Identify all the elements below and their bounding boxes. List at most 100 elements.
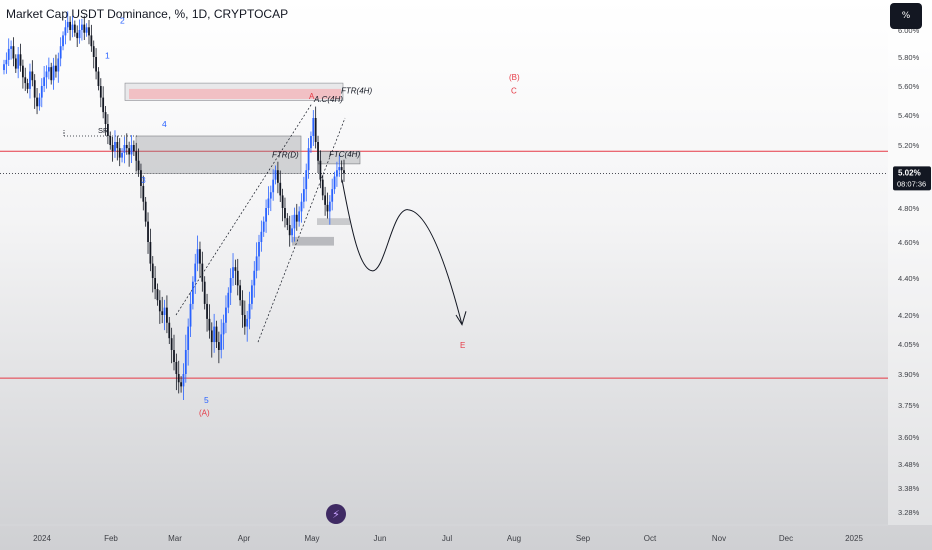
candle-body: [116, 142, 119, 149]
candle-body: [288, 225, 291, 236]
zone-label: FTC(4H): [329, 150, 360, 159]
y-tick-label: 3.48%: [898, 460, 920, 469]
x-tick-label: 2025: [845, 534, 863, 543]
candle-body: [246, 318, 249, 327]
percent-scale-button[interactable]: %: [890, 3, 922, 29]
candle-body: [128, 148, 131, 155]
candle-body: [260, 231, 263, 242]
candle-body: [225, 307, 227, 323]
chart-title: Market Cap USDT Dominance, %, 1D, CRYPTO…: [6, 7, 289, 21]
sr-line: [63, 130, 138, 137]
candle-body: [173, 350, 175, 362]
candle-body: [43, 77, 46, 86]
lightning-icon[interactable]: ⚡: [326, 504, 346, 524]
candle-body: [243, 315, 246, 327]
candle-body: [343, 170, 345, 174]
countdown-label: 08:07:36: [897, 179, 926, 188]
candle-body: [38, 97, 41, 107]
x-tick-label: Nov: [712, 534, 726, 543]
candle-body: [26, 83, 29, 89]
candle-body: [73, 24, 76, 33]
y-tick-label: 3.28%: [898, 508, 920, 517]
correction-label: (A): [199, 409, 210, 418]
candle-body: [111, 145, 114, 152]
zone-label: FTR(4H): [341, 86, 372, 95]
candle-body: [121, 152, 123, 158]
candle-body: [45, 71, 48, 78]
candle-body: [286, 218, 289, 225]
candle-body: [106, 124, 109, 136]
zone-label: A.C(4H): [313, 95, 343, 104]
candle-body: [300, 201, 303, 212]
candle-body: [265, 208, 267, 222]
x-tick-label: Aug: [507, 534, 521, 543]
candle-body: [227, 292, 230, 308]
candle-body: [114, 142, 116, 152]
candle-body: [267, 198, 270, 208]
candle-body: [210, 330, 213, 343]
candle-body: [251, 285, 253, 304]
candle-body: [118, 148, 121, 158]
candle-body: [217, 342, 220, 350]
candle-body: [279, 182, 282, 196]
candle-body: [66, 21, 69, 28]
candle-body: [291, 228, 293, 236]
candle-body: [170, 338, 173, 350]
candle-body: [331, 189, 334, 202]
x-tick-label: Apr: [238, 534, 251, 543]
last-price-label: 5.02%: [898, 168, 921, 177]
candle-body: [229, 278, 232, 293]
candle-body: [189, 303, 192, 327]
candle-body: [109, 136, 112, 145]
y-tick-label: 5.40%: [898, 111, 920, 120]
candle-body: [132, 145, 135, 152]
correction-label: A: [309, 92, 315, 101]
candle-body: [281, 195, 284, 208]
zone-label: FTR(D): [272, 151, 299, 160]
candle-body: [340, 167, 343, 171]
candle-body: [177, 374, 180, 383]
candle-body: [3, 64, 5, 71]
candle-body: [57, 58, 60, 72]
x-tick-label: May: [304, 534, 319, 543]
last-price-tag: [893, 166, 931, 191]
y-tick-label: 4.20%: [898, 311, 920, 320]
x-tick-label: Jul: [442, 534, 452, 543]
candle-body: [24, 77, 27, 84]
candle-body: [220, 334, 223, 350]
candle-body: [338, 167, 341, 171]
candle-body: [298, 211, 301, 222]
y-tick-label: 3.60%: [898, 433, 920, 442]
candle-body: [135, 151, 138, 161]
candle-body: [10, 46, 12, 49]
candle-body: [234, 267, 237, 271]
candle-body: [83, 24, 86, 33]
candle-body: [123, 145, 126, 153]
candle-body: [104, 112, 107, 124]
candle-body: [17, 54, 20, 69]
candle-body: [336, 170, 338, 177]
channel-line: [175, 103, 313, 316]
candle-body: [97, 71, 100, 86]
candle-body: [71, 24, 74, 30]
wave-label: SR: [98, 126, 109, 135]
candle-body: [147, 221, 149, 242]
candle-body: [95, 57, 97, 72]
candle-body: [151, 263, 154, 278]
y-tick-label: 4.05%: [898, 340, 920, 349]
candle-body: [64, 27, 67, 36]
candle-body: [90, 35, 93, 47]
y-tick-label: 4.40%: [898, 274, 920, 283]
y-tick-label: 5.80%: [898, 53, 920, 62]
candle-body: [161, 311, 164, 315]
candle-body: [321, 179, 324, 196]
candle-body: [194, 263, 197, 282]
candle-body: [85, 27, 88, 33]
candle-body: [319, 160, 322, 180]
candle-body: [248, 303, 251, 319]
correction-label: (B): [509, 73, 520, 82]
candle-body: [191, 281, 194, 304]
candle-body: [33, 80, 36, 98]
candle-body: [284, 208, 286, 219]
